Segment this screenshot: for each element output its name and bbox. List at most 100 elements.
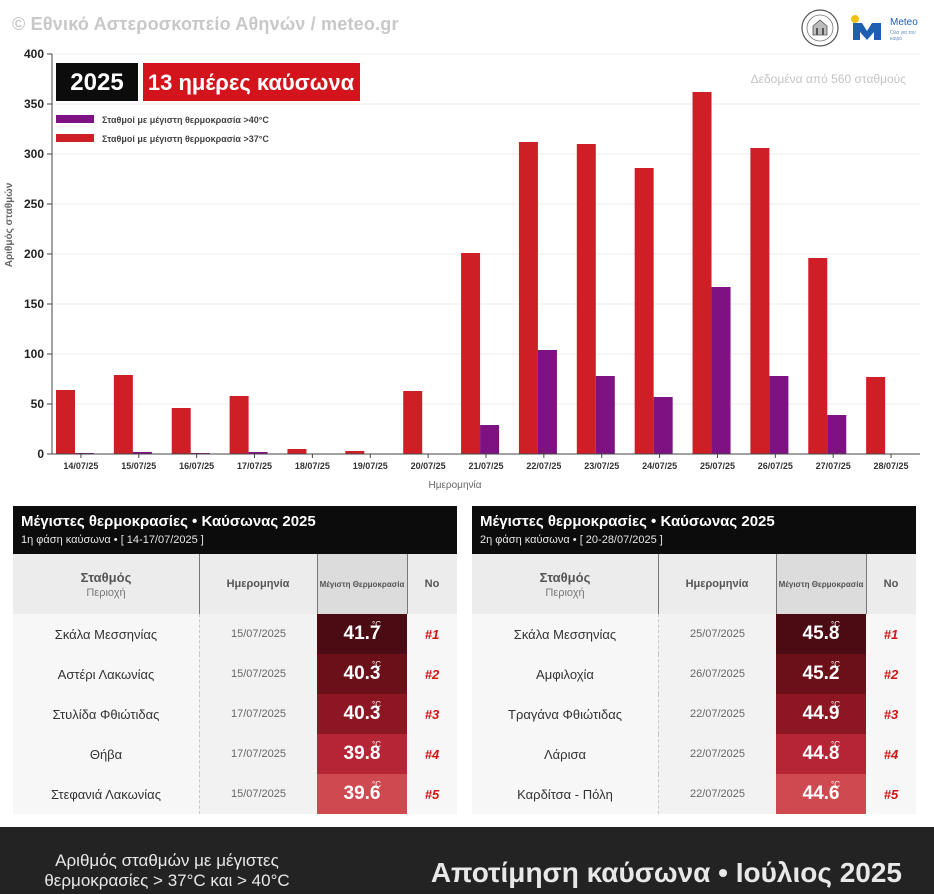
bar-over-40 <box>595 376 615 454</box>
temperature-value: 40.3 <box>343 703 381 724</box>
rank: #4 <box>407 734 457 774</box>
meteo-logo: Meteo Όλα για τον καιρό <box>850 14 926 42</box>
station-name: Καρδίτσα - Πόλη <box>472 774 658 814</box>
bar-over-37 <box>461 253 481 454</box>
data-source-note: Δεδομένα από 560 σταθμούς <box>751 72 907 86</box>
col-no: No <box>407 554 457 614</box>
col-date-label: Ημερομηνία <box>226 578 290 590</box>
year-badge: 2025 <box>70 69 123 96</box>
x-tick-label: 28/07/25 <box>874 461 909 471</box>
table-row: Στυλίδα Φθιώτιδας 17/07/2025 40.3 °C #3 <box>13 694 457 734</box>
bar-over-37 <box>518 142 538 454</box>
temperature-value: 39.6 <box>343 783 381 804</box>
legend-swatch-40 <box>56 115 94 123</box>
y-tick-label: 200 <box>24 247 44 261</box>
x-tick-label: 16/07/25 <box>179 461 214 471</box>
col-no-label: No <box>424 578 440 590</box>
station-name: Τραγάνα Φθιώτιδας <box>472 694 658 734</box>
y-tick-label: 350 <box>24 97 44 111</box>
table-title: Μέγιστες θερμοκρασίες • Καύσωνας 2025 <box>21 513 316 530</box>
rank: #3 <box>866 694 916 734</box>
table-header: Μέγιστες θερμοκρασίες • Καύσωνας 2025 2η… <box>472 506 916 554</box>
x-tick-label: 19/07/25 <box>353 461 388 471</box>
bar-over-37 <box>866 377 886 454</box>
table-row: Σκάλα Μεσσηνίας 25/07/2025 45.8 °C #1 <box>472 614 916 654</box>
record-date: 25/07/2025 <box>658 614 776 654</box>
col-max-temp-label: Μέγιστη Θερμοκρασία <box>778 579 864 589</box>
bar-over-37 <box>750 148 770 454</box>
rank: #5 <box>866 774 916 814</box>
bar-over-37 <box>345 451 365 454</box>
temperature-unit: °C <box>372 700 381 709</box>
heatwave-stations-chart: 0 50 100 150 200 250 300 350 400 14/07/25 15/07/2… <box>4 47 920 491</box>
table-header: Μέγιστες θερμοκρασίες • Καύσωνας 2025 1η… <box>13 506 457 554</box>
table-row: Αστέρι Λακωνίας 15/07/2025 40.3 °C #2 <box>13 654 457 694</box>
y-tick-label: 100 <box>24 347 44 361</box>
temperature-value: 44.9 <box>802 703 840 724</box>
rank: #1 <box>866 614 916 654</box>
y-tick-label: 300 <box>24 147 44 161</box>
record-date: 15/07/2025 <box>199 654 317 694</box>
bar-over-40 <box>711 287 731 454</box>
meteo-logo-tagline: Όλα για τον καιρό <box>890 30 916 42</box>
col-date: Ημερομηνία <box>199 554 317 614</box>
max-temperature: 45.8 °C <box>776 614 866 654</box>
record-date: 15/07/2025 <box>199 614 317 654</box>
rank: #5 <box>407 774 457 814</box>
bar-over-40 <box>132 452 152 454</box>
observatory-seal-logo <box>801 9 839 47</box>
copyright-text: © Εθνικό Αστεροσκοπείο Αθηνών / meteo.gr <box>12 14 399 34</box>
col-max-temp-label: Μέγιστη Θερμοκρασία <box>319 579 405 589</box>
temperature-value: 44.8 <box>802 743 840 764</box>
temperature-value: 41.7 <box>343 623 381 644</box>
bar-over-37 <box>808 258 828 454</box>
x-tick-label: 26/07/25 <box>758 461 793 471</box>
table-row: Τραγάνα Φθιώτιδας 22/07/2025 44.9 °C #3 <box>472 694 916 734</box>
x-tick-label: 18/07/25 <box>295 461 330 471</box>
bar-over-37 <box>113 375 133 454</box>
footer-title: Αποτίμηση καύσωνα • Ιούλιος 2025 <box>430 857 902 888</box>
bar-over-37 <box>229 396 249 454</box>
footer-chart-description: Αριθμός σταθμών με μέγιστες θερμοκρασίες… <box>44 851 290 890</box>
x-axis-label: Ημερομηνία <box>428 479 481 491</box>
bar-over-40 <box>537 350 557 454</box>
max-temperature: 44.9 °C <box>776 694 866 734</box>
max-temperature: 40.3 °C <box>317 654 407 694</box>
temperature-value: 44.6 <box>802 783 840 804</box>
rank: #2 <box>407 654 457 694</box>
station-name: Σκάλα Μεσσηνίας <box>472 614 658 654</box>
y-axis-label: Αριθμός σταθμών <box>4 182 15 267</box>
x-tick-label: 24/07/25 <box>642 461 677 471</box>
temperature-unit: °C <box>831 660 840 669</box>
max-temp-table-phase-1: Μέγιστες θερμοκρασίες • Καύσωνας 2025 1η… <box>13 506 457 815</box>
y-tick-label: 0 <box>37 447 44 461</box>
days-badge-bg <box>143 63 360 101</box>
x-tick-label: 21/07/25 <box>468 461 503 471</box>
table-row: Λάρισα 22/07/2025 44.8 °C #4 <box>472 734 916 774</box>
meteo-m-icon <box>851 15 881 40</box>
station-name: Στυλίδα Φθιώτιδας <box>13 694 199 734</box>
table-row: Σκάλα Μεσσηνίας 15/07/2025 41.7 °C #1 <box>13 614 457 654</box>
bar-over-37 <box>634 168 654 454</box>
y-tick-label: 400 <box>24 47 44 61</box>
station-name: Αστέρι Λακωνίας <box>13 654 199 694</box>
col-station-label: Σταθμός <box>80 569 132 585</box>
table-subtitle: 2η φάση καύσωνα • [ 20-28/07/2025 ] <box>480 534 663 546</box>
col-max-temp: Μέγιστη Θερμοκρασία <box>776 554 866 614</box>
record-date: 17/07/2025 <box>199 734 317 774</box>
bar-over-40 <box>480 425 500 454</box>
table-row: Θήβα 17/07/2025 39.8 °C #4 <box>13 734 457 774</box>
x-tick-label: 22/07/25 <box>526 461 561 471</box>
rank: #2 <box>866 654 916 694</box>
station-name: Θήβα <box>13 734 199 774</box>
temperature-value: 45.2 <box>802 663 840 684</box>
meteo-logo-text: Meteo <box>890 17 918 28</box>
temperature-unit: °C <box>372 620 381 629</box>
col-no-label: No <box>883 578 899 590</box>
divider <box>658 554 659 614</box>
table-row: Καρδίτσα - Πόλη 22/07/2025 44.6 °C #5 <box>472 774 916 814</box>
col-station-label: Σταθμός <box>539 569 591 585</box>
rank: #1 <box>407 614 457 654</box>
bar-over-37 <box>403 391 423 454</box>
station-name: Αμφιλοχία <box>472 654 658 694</box>
